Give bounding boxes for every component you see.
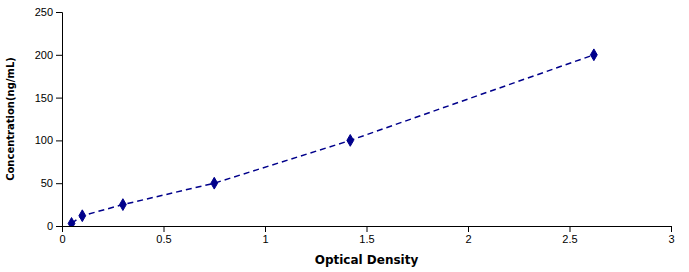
tick-mark	[56, 12, 62, 13]
point	[347, 135, 354, 147]
line	[72, 55, 594, 224]
tick-label: 0	[59, 233, 65, 245]
tick-mark	[56, 55, 62, 56]
tick-mark	[570, 226, 571, 232]
tick-mark	[164, 226, 165, 232]
tick-label: 2	[465, 233, 471, 245]
tick: 0	[59, 226, 65, 245]
tick: 100	[35, 134, 62, 146]
tick-label: 1	[262, 233, 268, 245]
axis-line	[63, 227, 672, 233]
tick-label: 2.5	[562, 233, 577, 245]
x-axis-title: Optical Density	[315, 253, 419, 267]
tick-mark	[671, 226, 672, 232]
tick: 2	[465, 226, 471, 245]
plot: 0 0.5 1 1.5 2 2.5 3 0 50 100 150 200 250	[35, 6, 675, 245]
tick: 3	[668, 226, 674, 245]
tick-label: 150	[35, 92, 53, 104]
tick-mark	[56, 183, 62, 184]
tick: 150	[35, 92, 62, 104]
y-axis: 0 50 100 150 200 250	[35, 6, 63, 232]
tick: 2.5	[562, 226, 577, 245]
tick-mark	[56, 226, 62, 227]
tick: 250	[35, 6, 62, 18]
tick: 0.5	[156, 226, 171, 245]
axis-line	[56, 13, 63, 227]
tick: 200	[35, 49, 62, 61]
y-axis-title: Concentration(ng/mL)	[5, 57, 16, 181]
tick-label: 50	[41, 177, 53, 189]
tick-mark	[56, 98, 62, 99]
point	[211, 177, 218, 189]
chart: 0 0.5 1 1.5 2 2.5 3 0 50 100 150 200 250 Optical Dens…	[0, 0, 689, 272]
tick-label: 250	[35, 6, 53, 18]
tick: 0	[47, 220, 62, 232]
tick-mark	[468, 226, 469, 232]
marks	[68, 49, 597, 226]
point	[79, 210, 86, 222]
x-axis: 0 0.5 1 1.5 2 2.5 3	[59, 226, 674, 245]
point	[590, 49, 597, 61]
tick-mark	[367, 226, 368, 232]
point	[120, 199, 127, 211]
tick-label: 100	[35, 134, 53, 146]
tick-mark	[56, 140, 62, 141]
tick-mark	[265, 226, 266, 232]
tick-label: 3	[668, 233, 674, 245]
tick: 50	[41, 177, 62, 189]
tick: 1	[262, 226, 268, 245]
tick-label: 0.5	[156, 233, 171, 245]
point	[68, 218, 75, 226]
tick-label: 200	[35, 49, 53, 61]
tick-label: 0	[47, 220, 53, 232]
tick: 1.5	[359, 226, 374, 245]
tick-label: 1.5	[359, 233, 374, 245]
